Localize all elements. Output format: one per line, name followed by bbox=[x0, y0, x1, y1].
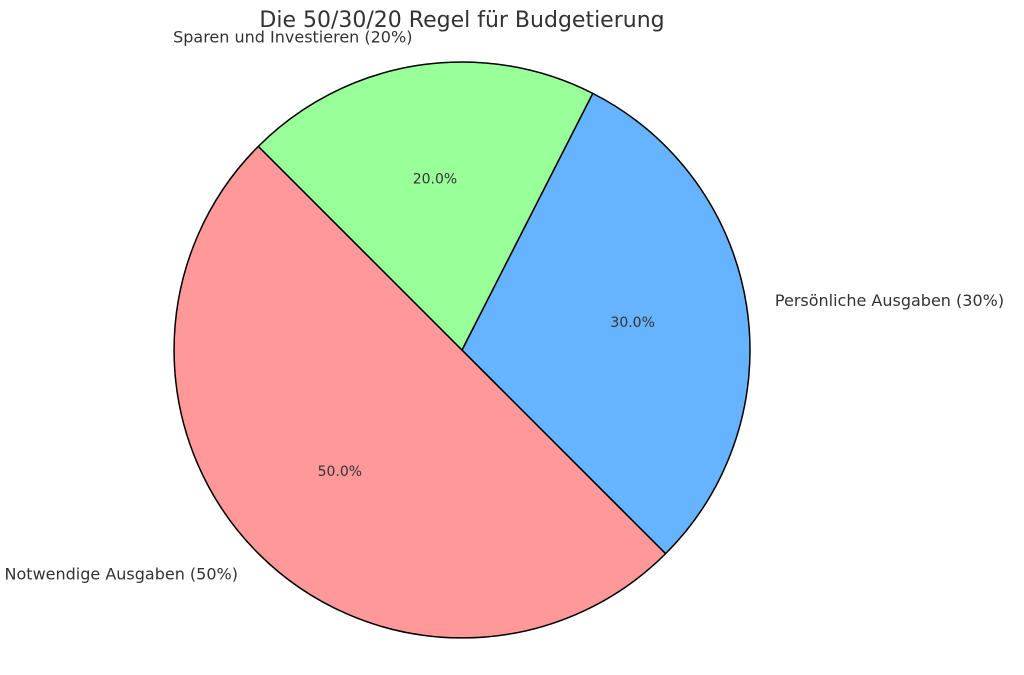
chart-title: Die 50/30/20 Regel für Budgetierung bbox=[259, 8, 664, 33]
percent-label-3: 20.0% bbox=[413, 171, 457, 187]
pie-slice-2 bbox=[461, 92, 751, 555]
percent-label-2: 30.0% bbox=[610, 315, 654, 331]
pie-slice-1 bbox=[173, 145, 667, 639]
category-labels: Notwendige Ausgaben (50%) Persönliche Aus… bbox=[5, 28, 1005, 584]
percent-label-1: 50.0% bbox=[318, 464, 362, 480]
pie-slice-3 bbox=[257, 61, 594, 351]
category-label-2: Persönliche Ausgaben (30%) bbox=[775, 291, 1004, 310]
category-label-1: Notwendige Ausgaben (50%) bbox=[5, 565, 238, 584]
percent-labels: 50.0% 30.0% 20.0% bbox=[318, 171, 655, 480]
category-label-3: Sparen und Investieren (20%) bbox=[173, 28, 412, 47]
pie-slices bbox=[173, 61, 751, 639]
